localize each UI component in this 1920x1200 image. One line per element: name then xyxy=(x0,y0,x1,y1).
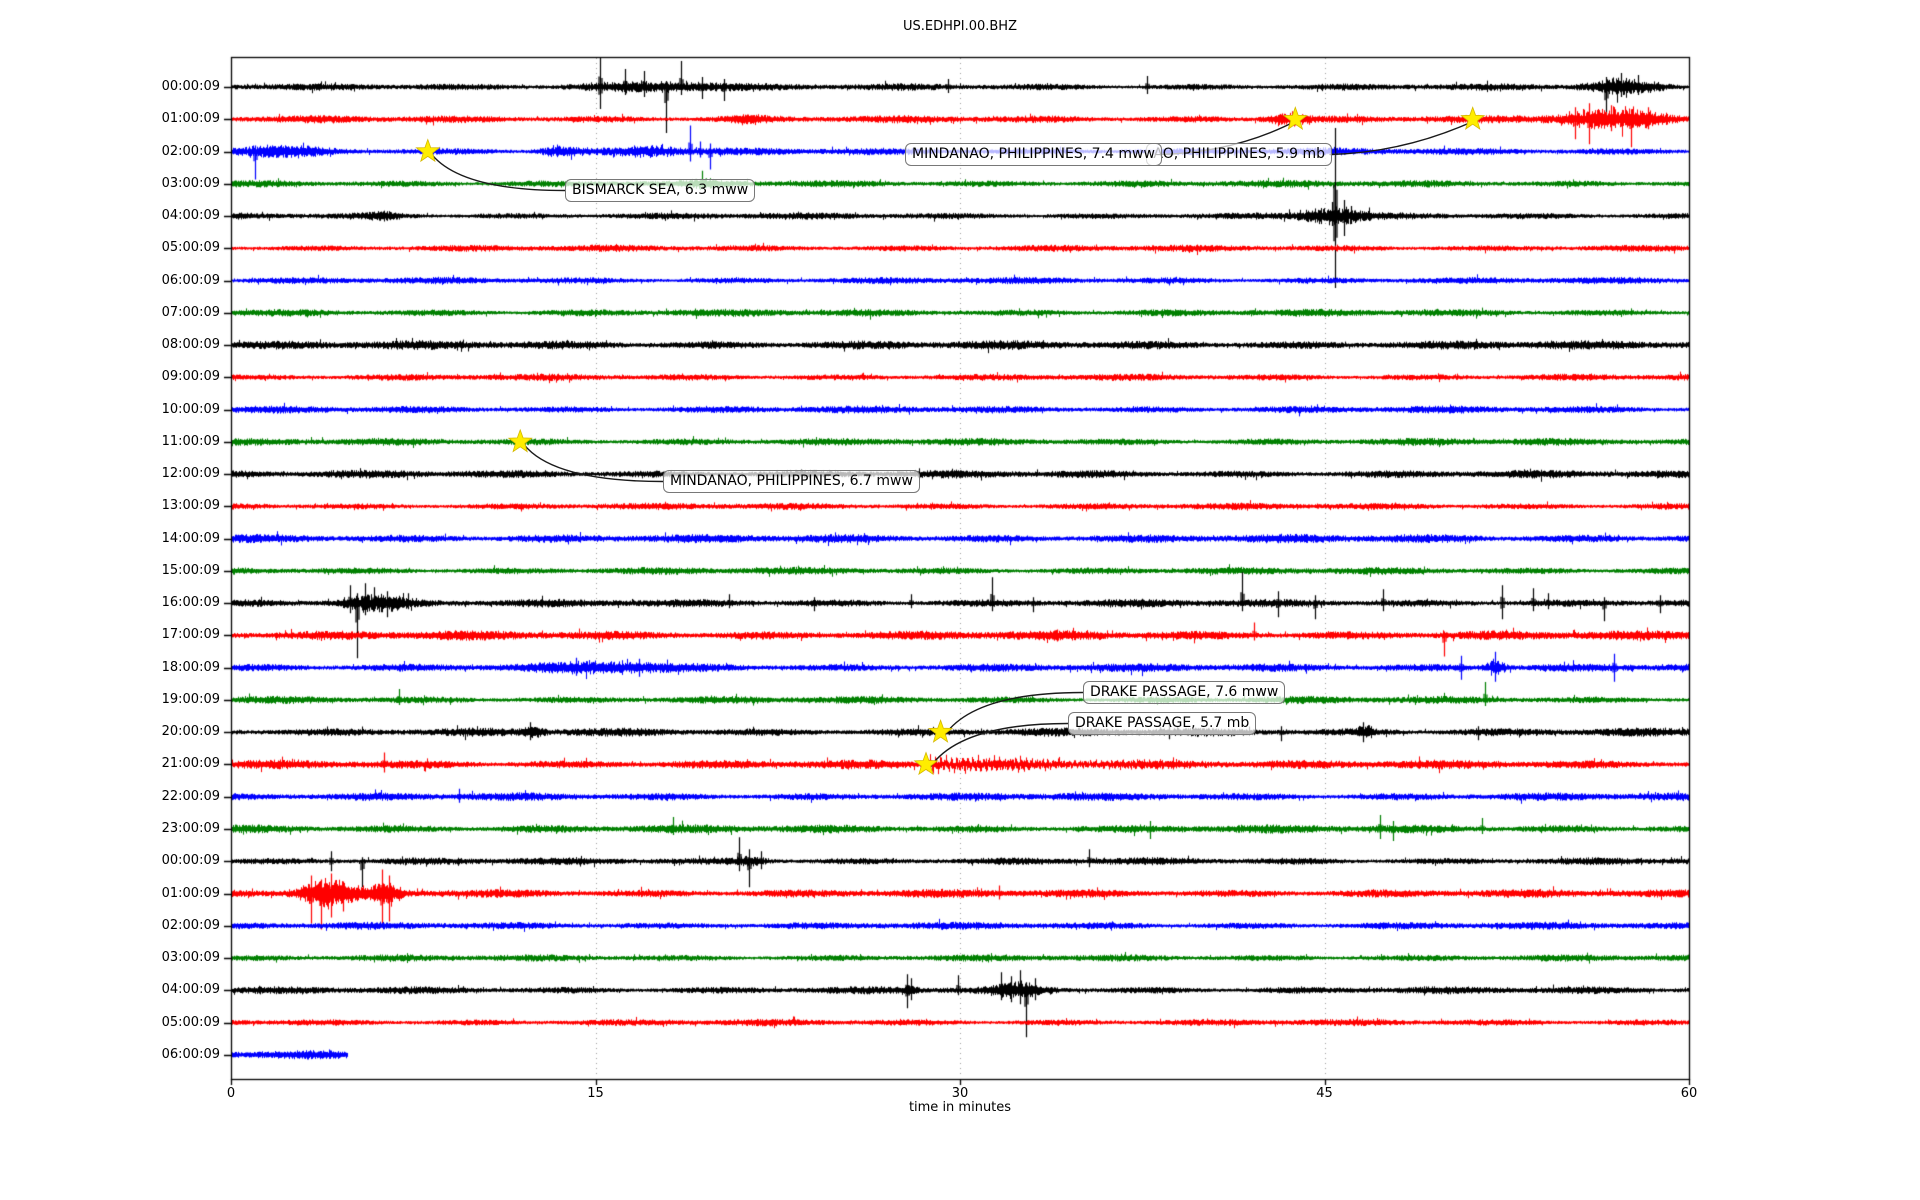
row-time-label: 18:00:09 xyxy=(161,659,220,675)
row-time-label: 04:00:09 xyxy=(161,208,220,224)
event-label: MINDANAO, PHILIPPINES, 7.4 mww xyxy=(905,143,1162,166)
row-time-label: 02:00:09 xyxy=(161,917,220,933)
row-time-label: 14:00:09 xyxy=(161,530,220,546)
row-time-label: 23:00:09 xyxy=(161,820,220,836)
row-time-label: 19:00:09 xyxy=(161,691,220,707)
x-tick-label: 45 xyxy=(1316,1086,1333,1101)
row-time-label: 15:00:09 xyxy=(161,562,220,578)
row-time-label: 01:00:09 xyxy=(161,111,220,127)
row-time-label: 00:00:09 xyxy=(161,79,220,94)
event-label: BISMARCK SEA, 6.3 mww xyxy=(565,179,756,202)
row-time-label: 02:00:09 xyxy=(161,143,220,159)
event-label: DRAKE PASSAGE, 5.7 mb xyxy=(1068,712,1257,735)
x-tick-label: 15 xyxy=(587,1086,604,1101)
x-tick-label: 30 xyxy=(951,1086,969,1101)
row-time-label: 21:00:09 xyxy=(161,756,220,772)
event-label: MINDANAO, PHILIPPINES, 6.7 mww xyxy=(663,470,920,493)
row-time-label: 17:00:09 xyxy=(161,627,220,643)
row-time-label: 07:00:09 xyxy=(161,304,220,320)
row-time-label: 05:00:09 xyxy=(161,240,220,256)
x-tick-label: 0 xyxy=(226,1086,236,1101)
row-time-label: 11:00:09 xyxy=(161,433,220,449)
row-time-label: 03:00:09 xyxy=(161,950,220,966)
row-time-label: 05:00:09 xyxy=(161,1014,220,1030)
row-time-label: 01:00:09 xyxy=(161,885,220,901)
x-tick-label: 60 xyxy=(1680,1086,1698,1101)
row-time-label: 20:00:09 xyxy=(161,724,220,740)
row-time-label: 09:00:09 xyxy=(161,369,220,385)
chart-title: US.EDHPI.00.BHZ xyxy=(903,19,1017,34)
event-label: AO, PHILIPPINES, 5.9 mb xyxy=(1146,143,1332,166)
row-time-label: 22:00:09 xyxy=(161,788,220,804)
row-time-label: 16:00:09 xyxy=(161,595,220,611)
row-time-label: 12:00:09 xyxy=(161,466,220,482)
x-axis-title: time in minutes xyxy=(908,1100,1012,1115)
row-time-label: 10:00:09 xyxy=(161,401,220,417)
row-time-label: 00:00:09 xyxy=(161,853,220,869)
row-time-label: 08:00:09 xyxy=(161,337,220,353)
event-label: DRAKE PASSAGE, 7.6 mww xyxy=(1083,681,1286,704)
row-time-label: 06:00:09 xyxy=(161,1046,220,1062)
row-time-label: 03:00:09 xyxy=(161,175,220,191)
row-time-label: 04:00:09 xyxy=(161,982,220,998)
row-time-label: 06:00:09 xyxy=(161,272,220,288)
row-time-label: 13:00:09 xyxy=(161,498,220,514)
